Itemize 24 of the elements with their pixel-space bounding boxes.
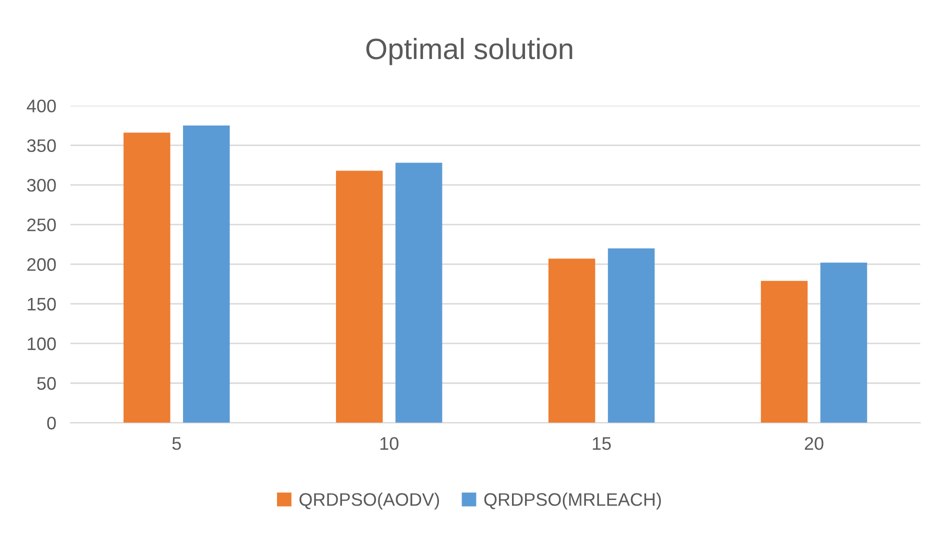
bar <box>820 262 868 423</box>
x-tick-label: 10 <box>380 437 398 450</box>
bar <box>548 258 596 423</box>
y-tick-label: 400 <box>26 100 56 112</box>
legend-label: QRDPSO(AODV) <box>300 492 439 510</box>
y-tick-label: 50 <box>37 377 56 390</box>
y-tick-label: 150 <box>28 298 56 311</box>
y-tick-label: 100 <box>28 337 56 350</box>
y-tick-label: 300 <box>27 178 56 192</box>
bar <box>336 170 383 423</box>
bar <box>760 280 808 423</box>
x-tick-label: 20 <box>804 437 824 450</box>
y-tick-label: 0 <box>47 416 56 430</box>
bar <box>395 162 442 423</box>
bar <box>183 126 230 423</box>
bar <box>608 248 655 423</box>
bar <box>124 132 170 423</box>
y-tick-label: 200 <box>27 258 56 271</box>
x-tick-label: 5 <box>172 437 181 450</box>
legend-label: QRDPSO(MRLEACH) <box>484 492 661 510</box>
y-tick-label: 350 <box>27 139 56 152</box>
y-tick-label: 250 <box>27 218 56 232</box>
chart-title: Optimal solution <box>366 38 572 66</box>
x-tick-label: 15 <box>592 437 611 450</box>
